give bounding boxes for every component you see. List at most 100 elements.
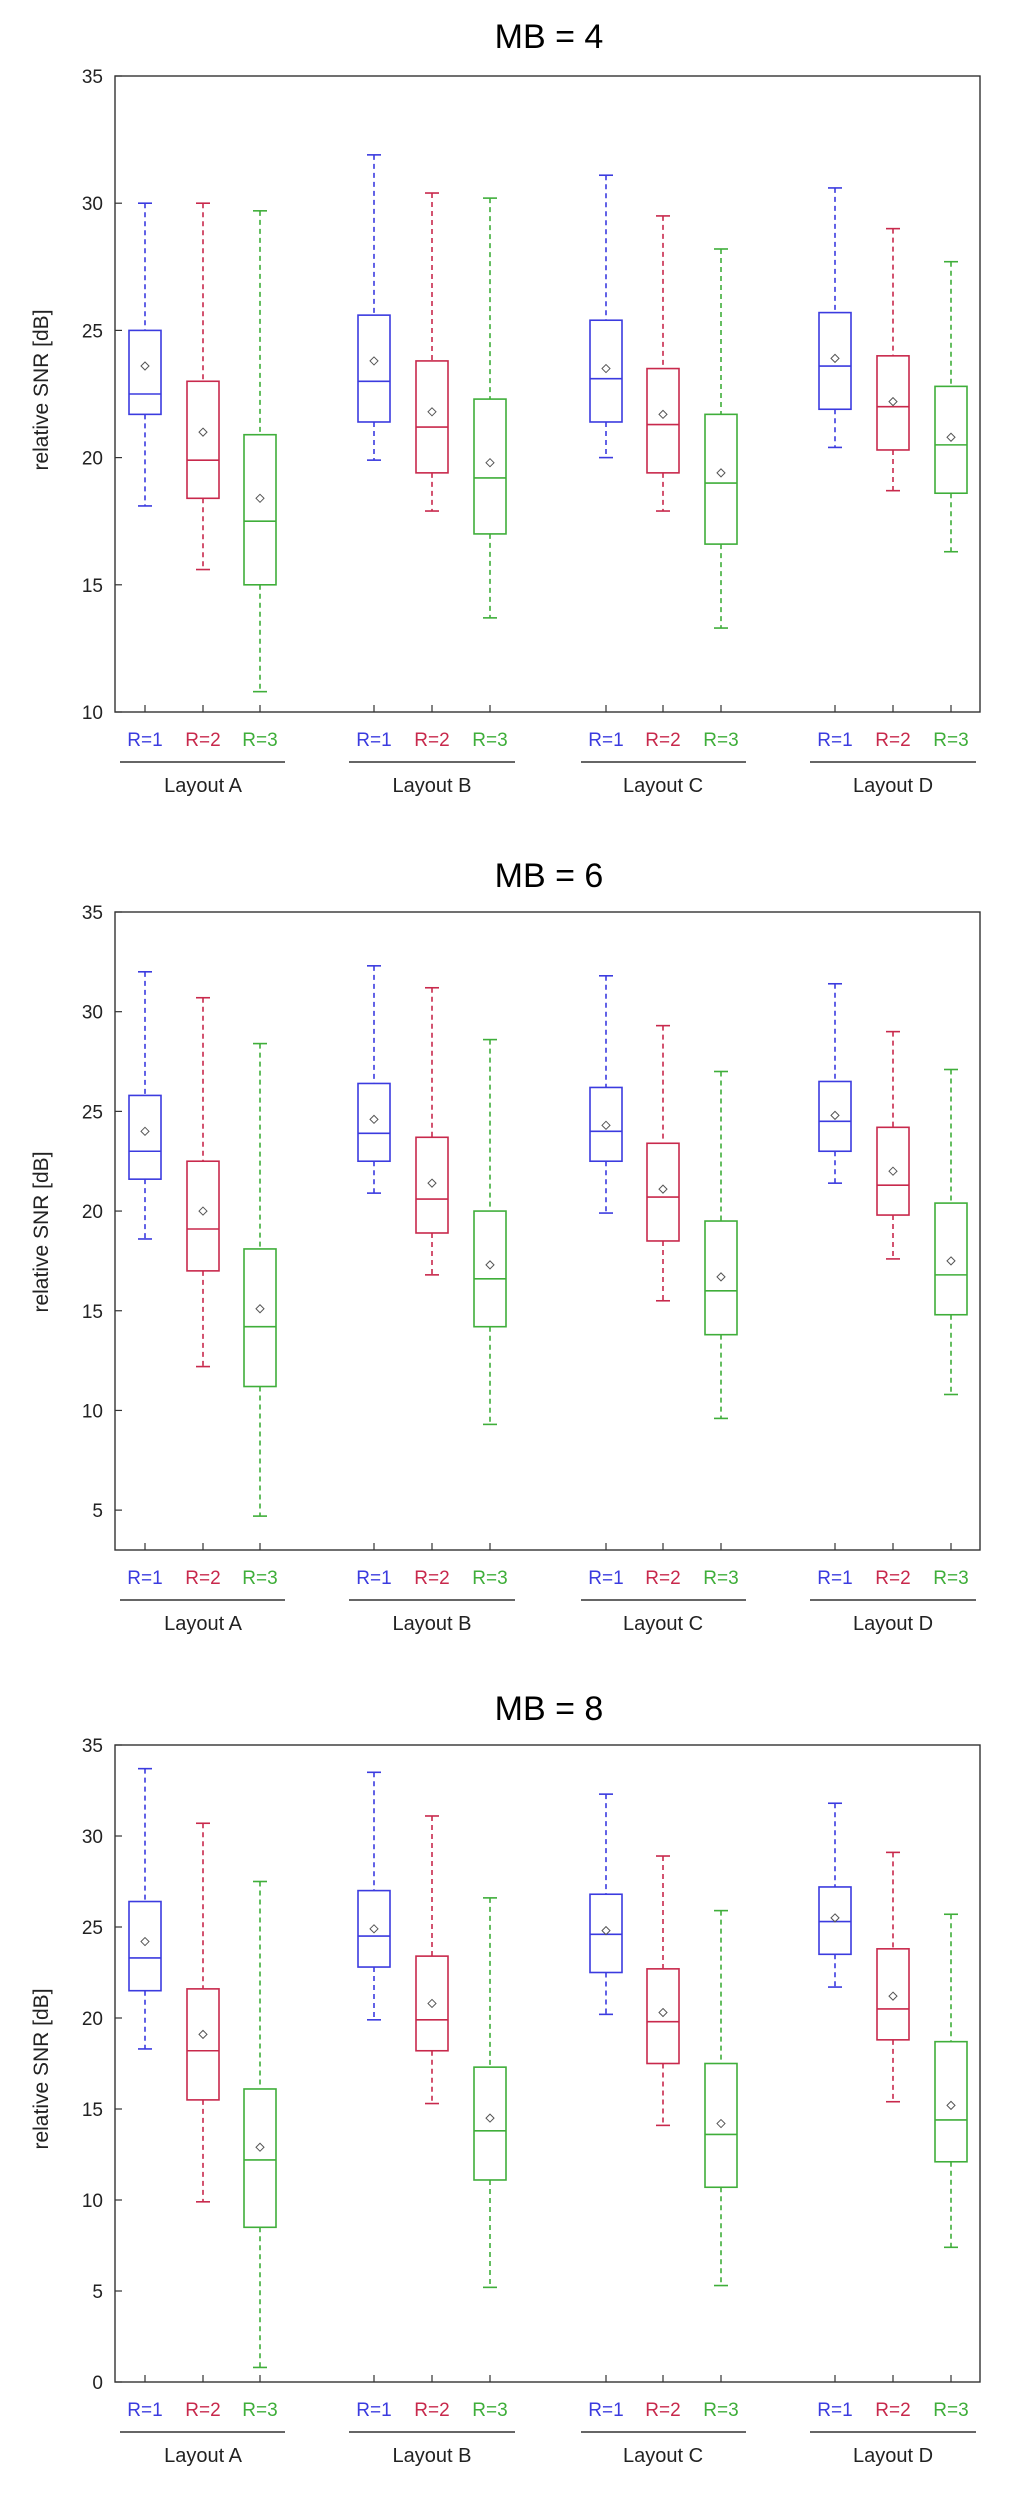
group-label: Layout D [853,2445,933,2467]
iqr-box [128,329,162,416]
iqr-box [934,2040,968,2163]
iqr-box [646,1142,680,1242]
y-tick-label: 25 [82,1102,103,1123]
x-tick-label: R=1 [356,730,391,751]
x-tick-label: R=2 [185,1568,220,1589]
mean-marker [946,432,956,442]
mean-marker [255,2142,265,2152]
group-label: Layout D [853,1613,933,1635]
mean-marker [140,361,150,371]
x-tick-label: R=3 [472,730,507,751]
x-tick-label: R=3 [703,730,738,751]
iqr-box [128,1900,162,1992]
mean-marker [716,2118,726,2129]
mean-marker [255,1304,265,1314]
mean-marker [369,1924,379,1934]
iqr-box [243,2088,277,2229]
group-label: Layout C [623,2445,703,2467]
group-label: Layout D [853,775,933,797]
mean-marker [198,427,208,437]
y-tick-label: 15 [82,576,103,597]
mean-marker [369,1114,379,1125]
plot-frame [114,1744,981,2383]
mean-marker [716,1272,726,1282]
iqr-box [876,1948,910,2041]
iqr-box [646,1968,680,2065]
mean-marker [485,1260,495,1270]
x-tick-label: R=2 [645,2400,680,2421]
mean-marker [658,1184,668,1194]
x-tick-label: R=3 [242,2400,277,2421]
mean-marker [198,2029,208,2040]
group-label: Layout A [164,2445,243,2467]
iqr-box [876,1126,910,1216]
x-tick-label: R=2 [875,2400,910,2421]
mean-marker [485,2113,495,2123]
mean-marker [658,409,668,420]
iqr-box [243,433,277,586]
y-axis-label: relative SNR [dB] [30,1988,53,2149]
y-tick-label: 10 [82,2191,103,2212]
iqr-box [357,1889,391,1968]
x-tick-label: R=2 [185,730,220,751]
x-tick-label: R=1 [127,1568,162,1589]
iqr-box [818,1886,852,1956]
iqr-box [357,1082,391,1163]
mean-marker [140,1936,150,1947]
mean-marker [946,2100,956,2111]
y-tick-label: 30 [82,194,103,215]
iqr-box [186,1988,220,2101]
y-tick-label: 15 [82,1302,103,1323]
x-tick-label: R=1 [356,2400,391,2421]
iqr-box [589,1086,623,1163]
panel-title: MB = 6 [495,857,604,895]
mean-marker [830,1913,840,1923]
iqr-box [415,360,449,474]
mean-marker [888,1166,898,1176]
y-tick-label: 0 [92,2373,103,2394]
iqr-box [818,311,852,411]
mean-marker [485,457,495,468]
iqr-box [589,1893,623,1974]
y-tick-label: 5 [92,1501,103,1522]
group-label: Layout B [393,2445,472,2467]
y-tick-label: 35 [82,1736,103,1757]
x-tick-label: R=3 [933,2400,968,2421]
y-tick-label: 10 [82,1401,103,1422]
y-axis-label: relative SNR [dB] [30,309,53,470]
x-tick-label: R=2 [185,2400,220,2421]
iqr-box [357,314,391,423]
group-label: Layout B [393,775,472,797]
iqr-box [704,413,738,545]
mean-marker [888,396,898,407]
iqr-box [646,367,680,474]
x-tick-label: R=1 [817,730,852,751]
iqr-box [934,1202,968,1316]
y-tick-label: 20 [82,1202,103,1223]
plot-frame [114,911,981,1551]
y-tick-label: 25 [82,1918,103,1939]
x-tick-label: R=3 [703,1568,738,1589]
x-tick-label: R=2 [875,1568,910,1589]
mean-marker [716,468,726,478]
iqr-box [186,1160,220,1272]
y-axis-label: relative SNR [dB] [30,1151,53,1312]
iqr-box [473,2066,507,2181]
iqr-box [186,380,220,500]
y-tick-label: 25 [82,321,103,342]
y-tick-label: 35 [82,903,103,924]
iqr-box [128,1094,162,1180]
mean-marker [427,1998,437,2009]
group-label: Layout C [623,1613,703,1635]
iqr-box [243,1248,277,1388]
x-tick-label: R=1 [127,730,162,751]
x-tick-label: R=1 [588,1568,623,1589]
x-tick-label: R=3 [472,2400,507,2421]
x-tick-label: R=2 [875,730,910,751]
panel-title: MB = 8 [495,1690,604,1728]
mean-marker [140,1126,150,1137]
panel-mb6: MB = 6 relative SNR [dB] 5 10 15 20 25 30 35 R=… [30,857,981,1635]
x-tick-label: R=1 [127,2400,162,2421]
x-tick-label: R=3 [242,730,277,751]
mean-marker [830,353,840,364]
